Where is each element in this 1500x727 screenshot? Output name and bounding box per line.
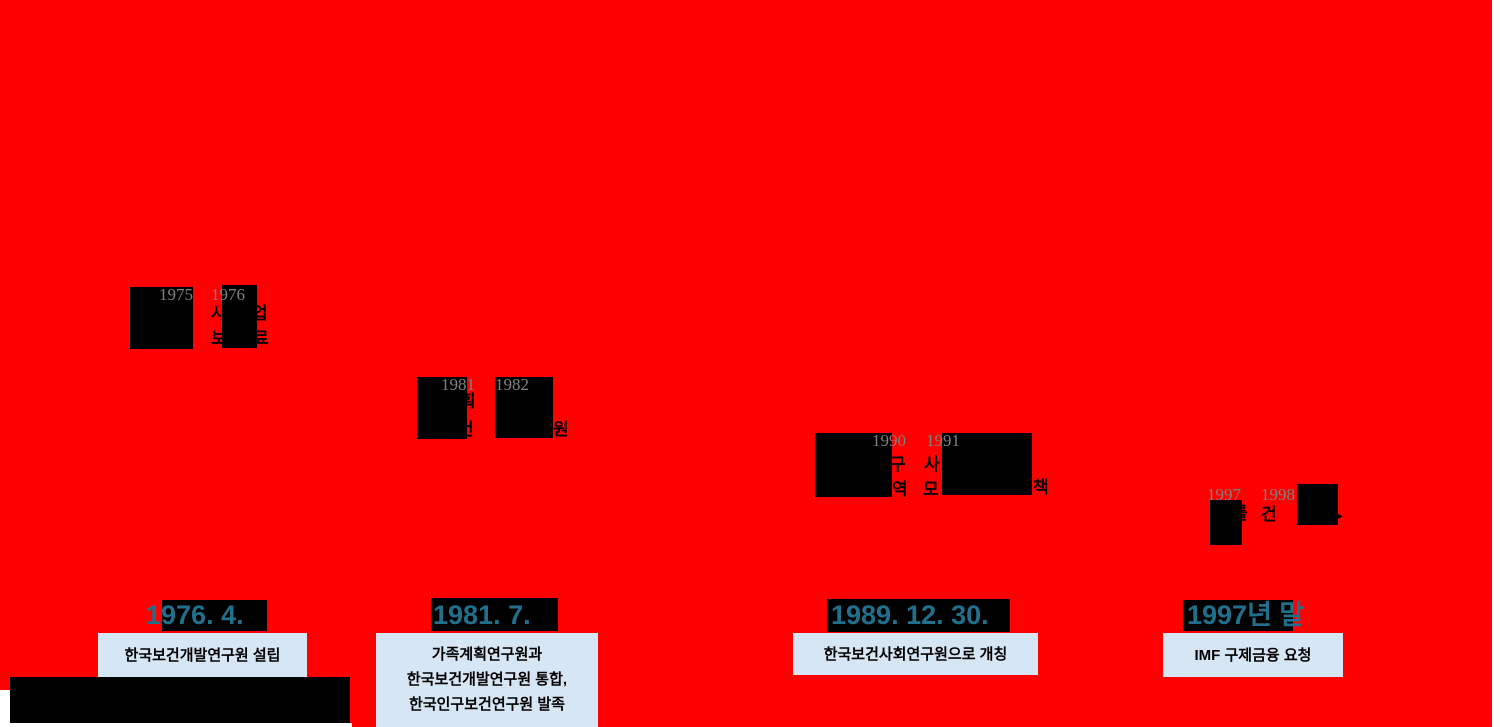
caption-fragment: 구 <box>890 455 906 474</box>
event-text: 한국보건사회연구원으로 개칭 <box>823 645 1008 663</box>
caption-fragment: 획 <box>460 392 476 411</box>
photo-placeholder-1991 <box>942 433 1032 495</box>
date-label-1989-12-30: 1989. 12. 30. <box>831 600 989 630</box>
year-label-1997: 1997 <box>1207 485 1241 504</box>
year-label-1981: 1981 <box>441 375 475 394</box>
photo-placeholder-1975 <box>130 287 193 349</box>
caption-fragment: 업 <box>252 304 268 323</box>
photo-placeholder-1997 <box>1210 500 1242 545</box>
caption-fragment: 보 <box>211 329 227 348</box>
year-label-1991: 1991 <box>926 431 960 450</box>
date-highlight-bar <box>827 599 1010 632</box>
caption-fragment: 건 <box>458 420 474 439</box>
page-edge-bottom <box>0 723 352 727</box>
page-edge-right <box>1492 0 1500 727</box>
caption-fragment: 사 <box>211 304 227 323</box>
date-highlight-bar <box>431 598 558 631</box>
photo-placeholder-1998 <box>1297 484 1338 525</box>
date-label-1981-7: 1981. 7. <box>433 600 531 630</box>
page-edge-bottom-left <box>0 690 10 727</box>
year-label-1975: 1975 <box>159 285 193 304</box>
caption-fragment: 료 <box>253 329 269 348</box>
event-text: IMF 구제금융 요청 <box>1194 646 1312 664</box>
event-box-1997: IMF 구제금융 요청 <box>1163 633 1343 677</box>
caption-fragment: 모 <box>923 480 939 499</box>
caption-fragment: 역 <box>892 480 908 499</box>
event-text: 한국인구보건연구원 발족 <box>409 696 565 713</box>
date-label-1976-4: 1976. 4. <box>146 600 244 630</box>
bottom-photo-placeholder <box>10 677 350 723</box>
date-highlight-bar <box>1183 600 1293 631</box>
year-label-1976: 1976 <box>211 285 245 304</box>
photo-placeholder-1982 <box>495 377 553 438</box>
date-label-1997-end: 1997년 말 <box>1187 600 1305 630</box>
caption-fragment: 원 <box>553 420 569 439</box>
event-text: 한국보건개발연구원 설립 <box>124 646 281 664</box>
event-box-1981: 가족계획연구원과 한국보건개발연구원 통합, 한국인구보건연구원 발족 <box>376 633 598 727</box>
event-box-1976: 한국보건개발연구원 설립 <box>98 633 307 677</box>
caption-fragment: 건 <box>1261 505 1277 524</box>
year-label-1982: 1982 <box>495 375 529 394</box>
caption-fragment: 책 <box>1033 478 1049 497</box>
year-label-1990: 1990 <box>872 431 906 450</box>
event-box-1989: 한국보건사회연구원으로 개칭 <box>793 633 1038 675</box>
year-label-1998: 1998 <box>1261 485 1295 504</box>
event-text: 한국보건개발연구원 통합, <box>406 671 568 688</box>
date-highlight-bar <box>162 600 267 631</box>
caption-fragment: 사 <box>924 455 940 474</box>
event-text: 가족계획연구원과 <box>431 646 543 663</box>
photo-placeholder-1990 <box>815 433 892 497</box>
photo-placeholder-1981 <box>417 377 467 439</box>
photo-placeholder-1976 <box>222 285 257 348</box>
